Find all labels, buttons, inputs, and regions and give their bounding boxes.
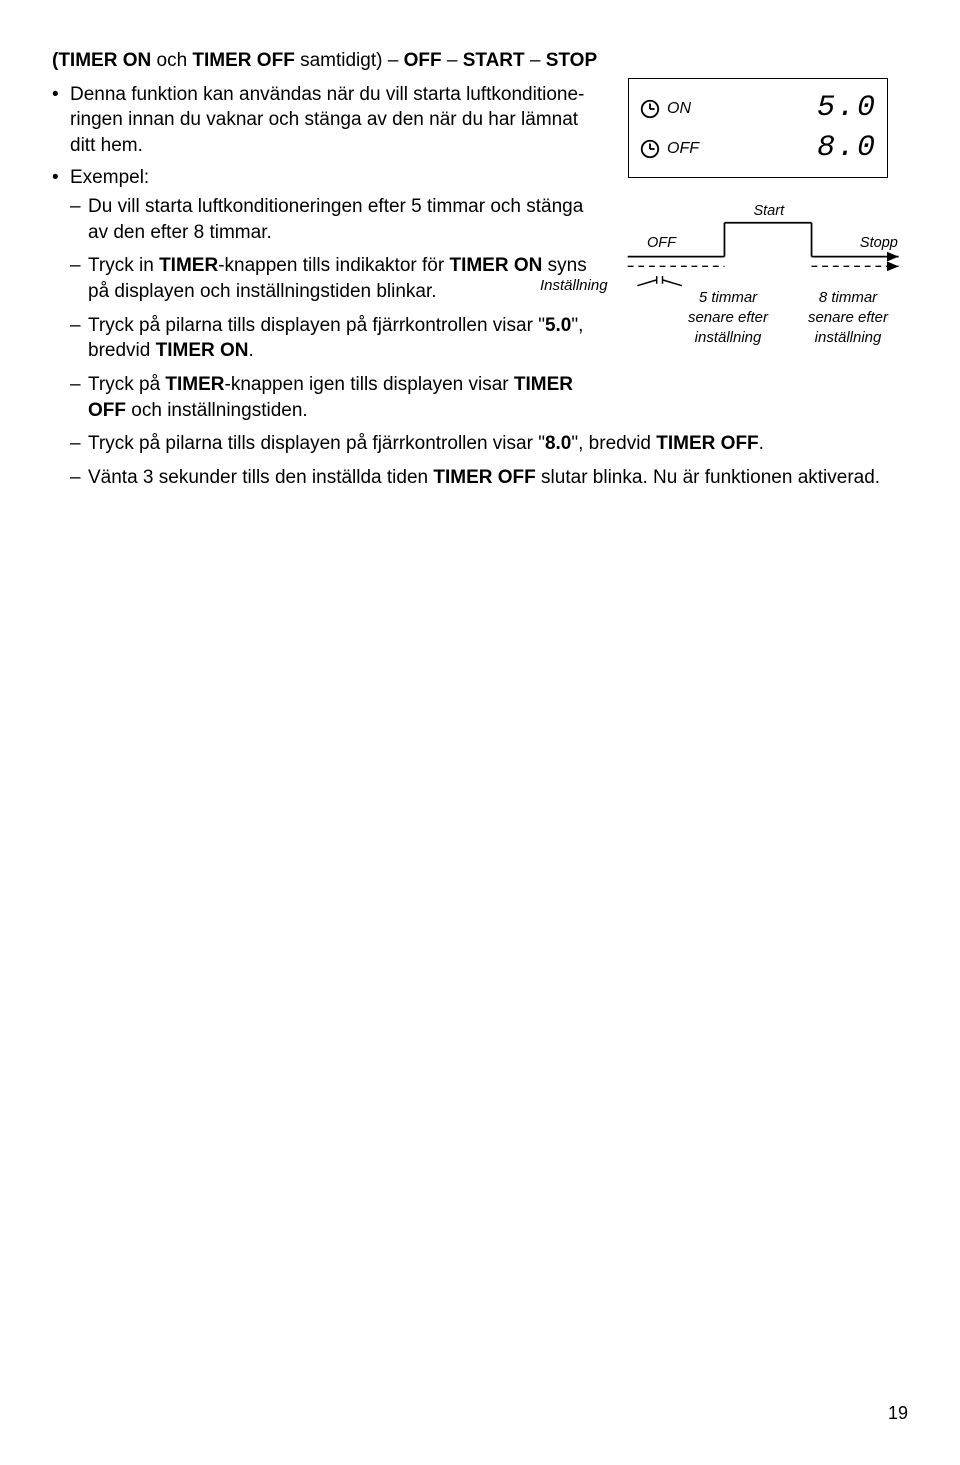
timeline-off-label: OFF (647, 235, 677, 251)
figure-column: ON 5.0 OFF 8.0 (608, 82, 908, 432)
page-heading: (TIMER ON och TIMER OFF samtidigt) – OFF… (52, 48, 908, 74)
display-row-off: OFF 8.0 (639, 129, 877, 169)
display-off-value: 8.0 (817, 128, 877, 169)
wide-dash-list: Tryck på pilarna tills displayen på fjär… (52, 431, 902, 490)
dash-item: Du vill starta luftkonditioneringen efte… (88, 194, 592, 245)
display-on-label: ON (667, 98, 691, 120)
dash-item: Tryck på TIMER-knappen igen tills displa… (88, 372, 592, 423)
dash-item: Tryck på pilarna tills displayen på fjär… (88, 431, 902, 457)
display-on-value: 5.0 (817, 88, 877, 129)
content-row: Denna funktion kan användas när du vill … (52, 82, 908, 432)
dash-item: Tryck på pilarna tills displayen på fjär… (88, 313, 592, 364)
timeline-start-label: Start (753, 203, 785, 219)
text-column: Denna funktion kan användas när du vill … (52, 82, 592, 432)
timeline-stopp-label: Stopp (860, 235, 898, 251)
heading-b3: OFF (404, 50, 442, 71)
clock-icon (639, 138, 661, 160)
heading-b2: TIMER OFF (192, 50, 294, 71)
clock-icon (639, 98, 661, 120)
display-row-on: ON 5.0 (639, 89, 877, 129)
heading-b4: START (463, 50, 525, 71)
display-off-label: OFF (667, 138, 699, 160)
dash-item: Vänta 3 sekunder tills den inställda tid… (88, 465, 902, 491)
heading-b1: (TIMER ON (52, 50, 151, 71)
page-number: 19 (888, 1401, 908, 1425)
dash-item: Tryck in TIMER-knappen tills indikaktor … (88, 253, 592, 304)
heading-b5: STOP (546, 50, 597, 71)
timeline-8h-label: 8 timmar senare efter inställning (798, 288, 898, 349)
bullet-item: Denna funktion kan användas när du vill … (70, 82, 592, 159)
timeline-diagram: OFF Start Stopp Inställning 5 timmar sen… (618, 196, 908, 346)
lcd-display: ON 5.0 OFF 8.0 (628, 78, 888, 178)
bullet-item: Exempel: Du vill starta luftkonditioneri… (70, 165, 592, 424)
timeline-installn-label: Inställning (540, 276, 608, 296)
timeline-5h-label: 5 timmar senare efter inställning (678, 288, 778, 349)
